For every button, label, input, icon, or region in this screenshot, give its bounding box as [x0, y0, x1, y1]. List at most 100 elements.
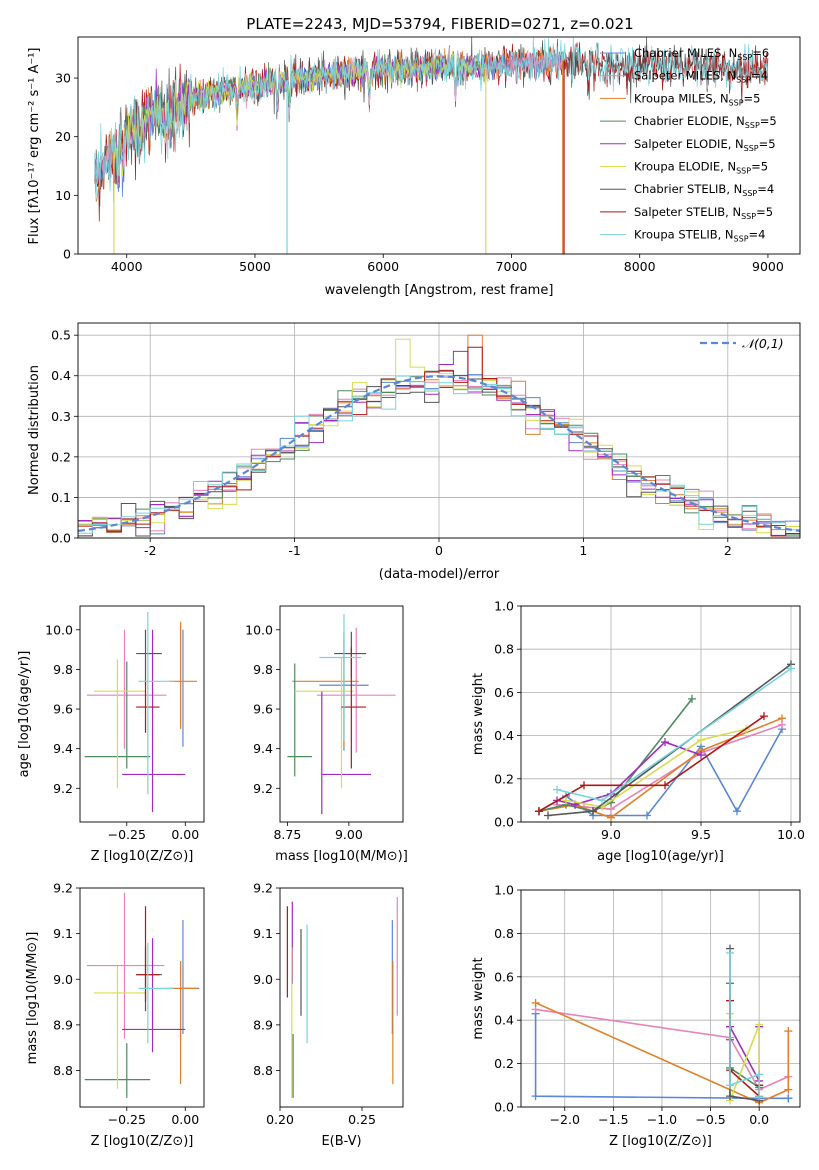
- weight_vs_age-series: [553, 720, 786, 814]
- age_vs_Z-errorbar: [138, 611, 174, 795]
- legend-label: Salpeter STELIB, NSSP=5: [634, 205, 773, 221]
- legend-label: Chabrier ELODIE, NSSP=5: [634, 114, 777, 130]
- age_vs_Z-y-tick-label: 9.4: [53, 741, 73, 756]
- weight_vs_age-y-label: mass weight: [471, 673, 486, 755]
- mass_vs_Z-y-tick-label: 8.9: [53, 1017, 73, 1032]
- weight_vs_Z-y-tick-label: 0.0: [494, 1100, 514, 1115]
- mass_vs_Z-errorbar: [122, 938, 186, 1053]
- weight_vs_age-series: [562, 725, 750, 811]
- weight_vs_Z-point-marker: [755, 1020, 764, 1029]
- weight_vs_age-point-marker: [589, 807, 597, 816]
- mass_vs_ebv-y-tick-label: 8.9: [253, 1017, 273, 1032]
- weight_vs_age-frame: [520, 605, 801, 823]
- weight_vs_age-series: [553, 664, 795, 805]
- weight_vs_age-point-marker: [607, 813, 615, 822]
- legend-label: Chabrier MILES, NSSP=6: [634, 46, 769, 62]
- weight_vs_Z-point-marker: [726, 1081, 735, 1090]
- weight_vs_age-point-marker: [598, 796, 606, 805]
- spectrum-x-tick-label: 4000: [111, 259, 143, 274]
- spectrum-x-tick-label: 6000: [367, 259, 399, 274]
- legend-label: Salpeter ELODIE, NSSP=5: [634, 137, 776, 153]
- weight_vs_age-point-marker: [697, 751, 705, 760]
- weight_vs_Z-x-tick-label: −0.5: [695, 1112, 725, 1127]
- residual-y-label: Normed distribution: [27, 365, 42, 495]
- spectrum-x-tick-label: 7000: [496, 259, 528, 274]
- weight_vs_Z-point-marker: [755, 1070, 764, 1079]
- legend-label: Chabrier STELIB, NSSP=4: [634, 182, 774, 198]
- residual-step-line: [78, 376, 800, 537]
- mass_vs_ebv-frame: [279, 887, 404, 1108]
- mass_vs_ebv-y-tick-label: 8.8: [253, 1063, 273, 1078]
- age_vs_mass-x-tick-label: 8.75: [273, 827, 301, 842]
- weight_vs_age-point-marker: [787, 664, 795, 673]
- spectrum-y-tick-label: 10: [55, 188, 71, 203]
- weight_vs_age-point-marker: [778, 714, 786, 723]
- weight_vs_Z-x-label: Z [log10(Z/Z⊙)]: [609, 1134, 712, 1149]
- spectrum-legend: Chabrier MILES, NSSP=6 Salpeter MILES, NS…: [600, 46, 777, 244]
- mass_vs_Z-x-tick-label: 0.00: [171, 1112, 199, 1127]
- age_vs_Z-y-tick-label: 9.6: [53, 702, 73, 717]
- weight_vs_Z-frame: [520, 889, 801, 1108]
- weight_vs_age-point-marker: [733, 807, 741, 816]
- age_vs_Z-axes: −0.25 0.00 9.2 9.4 9.6 9.8 10.0: [45, 622, 199, 842]
- age_vs_Z-errorbar: [136, 629, 162, 686]
- weight_vs_age-y-tick-label: 0.8: [494, 642, 514, 657]
- weight_vs_age-point-marker: [535, 807, 543, 816]
- mass_vs_ebv-y-tick-label: 9.1: [253, 926, 273, 941]
- age_vs_mass-errorbar: [341, 647, 367, 769]
- age_vs_mass-errorbar: [334, 631, 367, 678]
- age_vs_mass-frame: [279, 605, 404, 823]
- weight_vs_Z-y-tick-label: 1.0: [494, 883, 514, 898]
- weight_vs_age-series: [544, 660, 795, 820]
- age_vs_Z-y-tick-label: 9.8: [53, 662, 73, 677]
- residuals-y-tick-label: 0.2: [51, 449, 71, 464]
- weight_vs_age-point-marker: [553, 785, 561, 794]
- age_vs_mass-errorbar: [294, 657, 354, 789]
- age_vs_Z-errorbar: [122, 629, 186, 813]
- mass_vs_ebv-x-label: E(B-V): [321, 1134, 361, 1149]
- mass_vs_Z-y-tick-label: 9.2: [53, 881, 73, 896]
- weight_vs_age-point-marker: [760, 712, 768, 721]
- residuals-frame: [77, 322, 801, 539]
- mass_vs_Z-errorbar: [136, 947, 162, 1012]
- residuals-y-tick-label: 0.1: [51, 490, 71, 505]
- residual-step-line: [78, 334, 800, 537]
- weight_vs_age-series-line: [565, 728, 747, 808]
- spectrum-lines: [94, 37, 769, 254]
- age_vs_mass-y-tick-label: 9.6: [253, 702, 273, 717]
- age_vs_mass-errorbar: [319, 613, 362, 741]
- age_vs_mass-x-label: mass [log10(M/M⊙)]: [275, 849, 408, 864]
- weight_vs_Z-x-tick-label: −2.0: [550, 1112, 580, 1127]
- residual-lines: [78, 334, 800, 537]
- age_vs_mass-y-tick-label: 9.8: [253, 662, 273, 677]
- mass_vs_Z-axes: −0.25 0.00 8.8 8.9 9.0 9.1 9.2: [53, 881, 199, 1128]
- age_vs_mass-y-tick-label: 10.0: [245, 622, 273, 637]
- weight_vs_Z-point-marker: [726, 948, 735, 957]
- mass_vs_Z-errorbar: [182, 919, 200, 1034]
- legend-label: Salpeter MILES, NSSP=4: [634, 69, 768, 85]
- age_vs_mass-axes: 8.75 9.00 9.2 9.4 9.6 9.8 10.0: [245, 622, 363, 842]
- weight_vs_Z-y-tick-label: 0.4: [494, 1013, 514, 1028]
- mass_vs_Z-frame: [79, 887, 205, 1108]
- age_vs_mass-errorbar: [316, 627, 396, 753]
- spectrum-y-tick-label: 20: [55, 129, 71, 144]
- age_vs_Z-frame: [79, 605, 205, 823]
- spectrum-x-tick-label: 5000: [239, 259, 271, 274]
- residual-step-line: [78, 370, 800, 537]
- weight_vs_Z-point-marker: [531, 1092, 540, 1101]
- legend-label: Kroupa STELIB, NSSP=4: [634, 228, 765, 244]
- weight_vs_age-series-line: [547, 663, 792, 817]
- normal-reference-line: [78, 375, 800, 532]
- weight_vs_Z-y-tick-label: 0.2: [494, 1056, 514, 1071]
- weight_vs_Z-point-marker: [755, 1092, 764, 1101]
- residual-x-label: (data-model)/error: [379, 567, 500, 582]
- weight_vs_age-point-marker: [661, 781, 669, 790]
- mass_vs_ebv-y-tick-label: 9.0: [253, 972, 273, 987]
- residual-step-line: [78, 338, 800, 534]
- residual-step-line: [78, 346, 800, 537]
- residual-step-line: [78, 375, 800, 534]
- mass_vs_Z-y-tick-label: 8.8: [53, 1063, 73, 1078]
- spectrum-axes: 4000 5000 6000 7000 8000 9000 0 10 20 30: [55, 71, 784, 274]
- weight_vs_age-point-marker: [562, 796, 570, 805]
